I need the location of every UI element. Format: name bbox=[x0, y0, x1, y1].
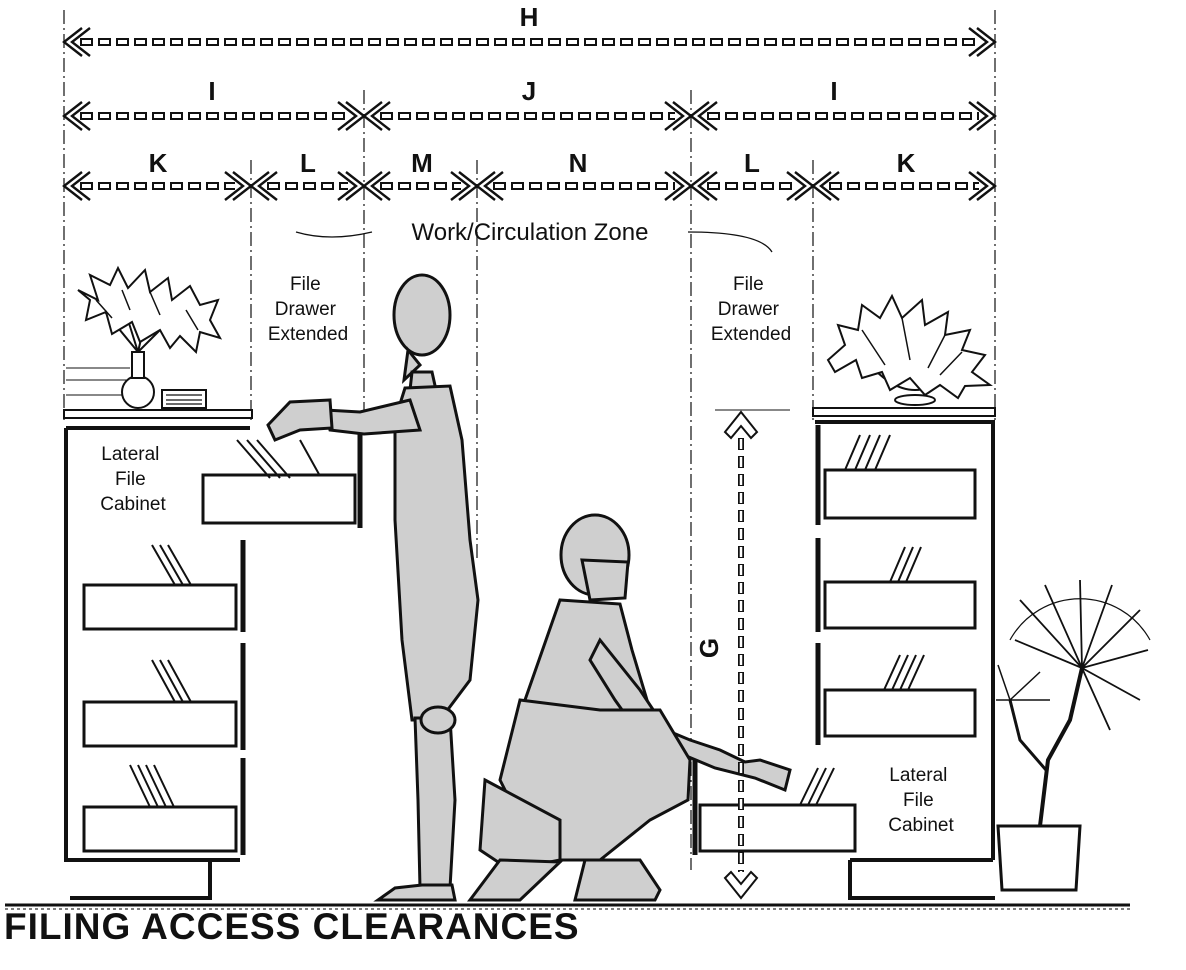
floor-line bbox=[5, 903, 1130, 910]
dimension-label-i-right: I bbox=[830, 76, 837, 106]
dimension-arrow-k-right bbox=[811, 171, 997, 201]
dimension-arrow-i-left bbox=[62, 101, 366, 131]
dimension-label-i-left: I bbox=[208, 76, 215, 106]
dimension-arrow-i-right bbox=[689, 101, 997, 131]
dimension-arrow-n bbox=[475, 171, 693, 201]
dimension-arrow-h bbox=[62, 27, 997, 57]
dimension-arrow-k-left bbox=[62, 171, 253, 201]
right-lateral-file-cabinet: Lateral File Cabinet bbox=[692, 407, 996, 900]
dimension-label-k-right: K bbox=[897, 148, 916, 178]
plant-bowl-icon bbox=[826, 293, 993, 406]
drawer-extended-note-right: File Drawer Extended bbox=[711, 274, 791, 345]
left-lateral-file-cabinet: Lateral File Cabinet bbox=[63, 409, 363, 900]
dimension-arrows bbox=[62, 27, 997, 201]
flower-vase-icon bbox=[66, 265, 223, 409]
left-cabinet-label: Lateral File Cabinet bbox=[100, 444, 166, 515]
dimension-arrow-j bbox=[362, 101, 693, 131]
potted-plant-icon bbox=[996, 579, 1151, 892]
dimension-arrow-l-left bbox=[249, 171, 366, 201]
dimension-arrow-m bbox=[362, 171, 479, 201]
right-cabinet-label: Lateral File Cabinet bbox=[888, 765, 954, 836]
work-zone-label: Work/Circulation Zone bbox=[412, 219, 649, 246]
dimension-label-m: M bbox=[411, 148, 433, 178]
dimension-label-l-left: L bbox=[300, 148, 316, 178]
work-zone-callout: Work/Circulation Zone bbox=[295, 219, 773, 253]
drawer-extended-note-left: File Drawer Extended bbox=[268, 274, 348, 345]
dimension-label-k-left: K bbox=[149, 148, 168, 178]
standing-person-figure bbox=[266, 273, 480, 902]
dimension-label-j: J bbox=[522, 76, 536, 106]
vertical-dimension-g: G bbox=[694, 409, 790, 900]
dimension-label-h: H bbox=[520, 2, 539, 32]
diagram-title: FILING ACCESS CLEARANCES bbox=[4, 906, 580, 947]
dimension-label-l-right: L bbox=[744, 148, 760, 178]
crouching-person-figure bbox=[467, 513, 792, 902]
dimension-label-n: N bbox=[569, 148, 588, 178]
dimension-label-g: G bbox=[694, 638, 724, 658]
dimension-arrow-l-right bbox=[689, 171, 815, 201]
